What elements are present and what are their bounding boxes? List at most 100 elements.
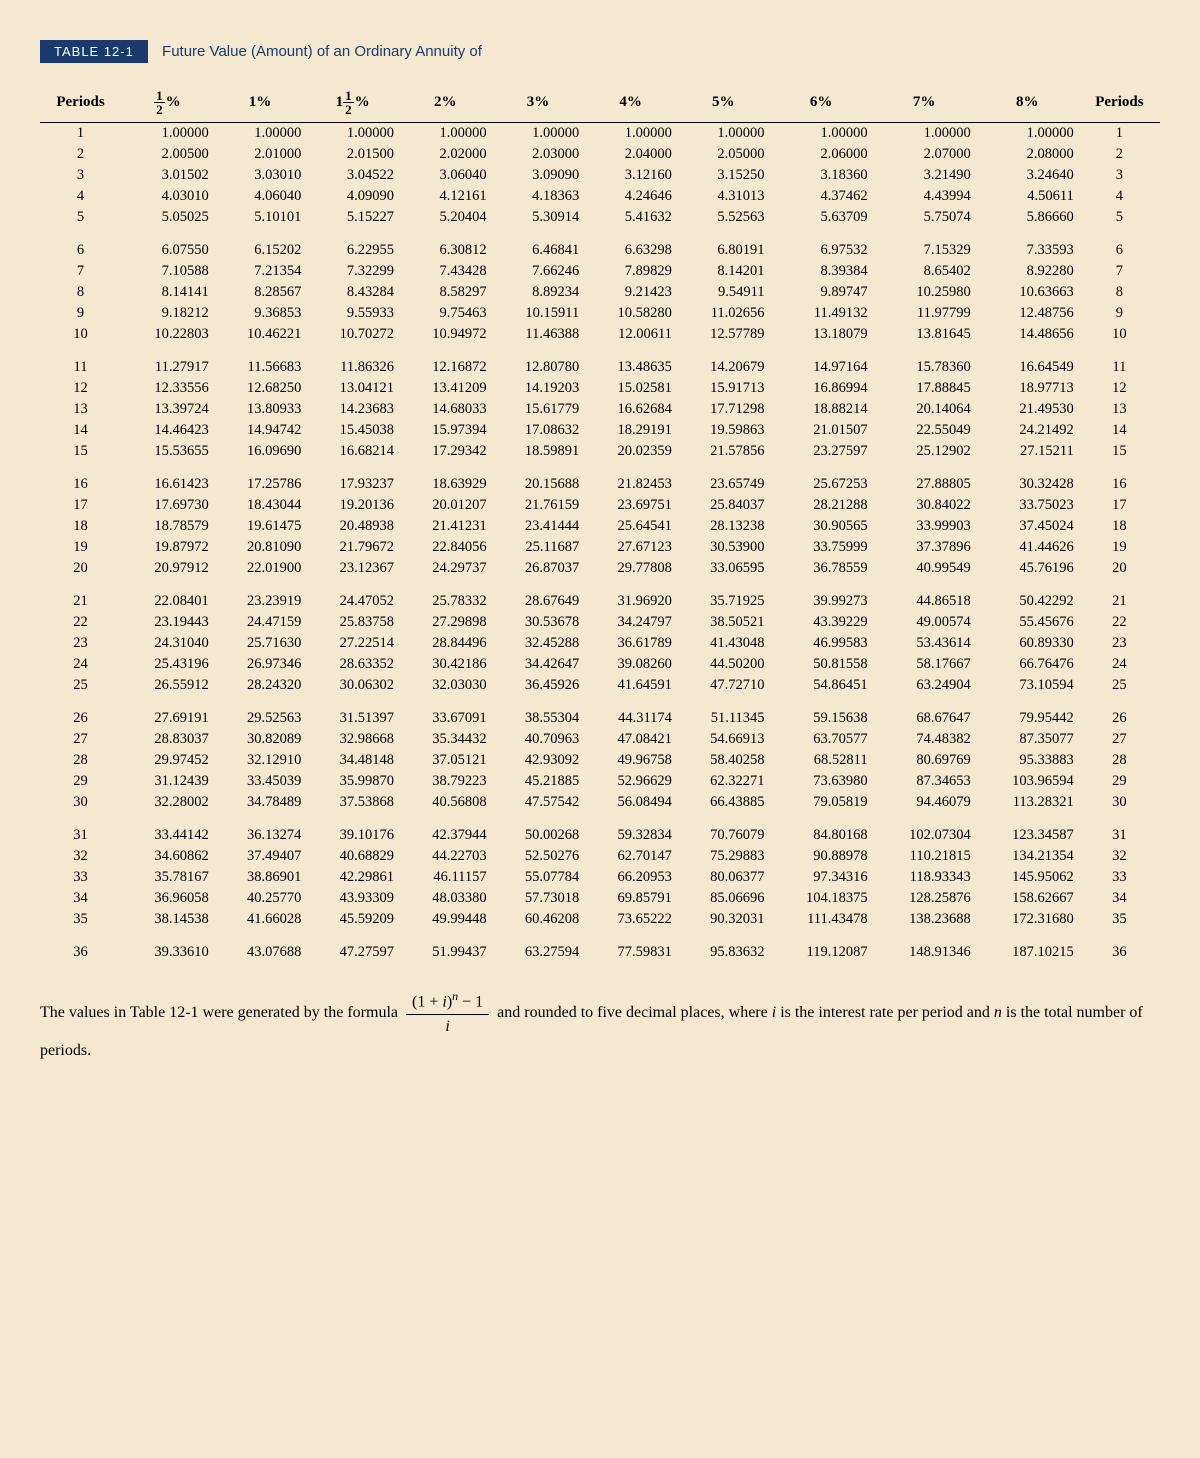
column-header: Periods: [40, 81, 121, 123]
table-cell: 8.65402: [873, 261, 976, 282]
table-cell: 66.43885: [677, 792, 770, 825]
column-header: 3%: [492, 81, 585, 123]
table-cell: 75.29883: [677, 846, 770, 867]
table-cell: 17: [40, 495, 121, 516]
table-cell: 35.99870: [306, 771, 399, 792]
table-cell: 28.13238: [677, 516, 770, 537]
table-cell: 16.68214: [306, 441, 399, 474]
table-cell: 87.35077: [976, 729, 1079, 750]
table-cell: 10.58280: [584, 303, 677, 324]
table-cell: 5.52563: [677, 207, 770, 240]
table-row: 2122.0840123.2391924.4705225.7833228.676…: [40, 591, 1160, 612]
table-row: 1010.2280310.4622110.7027210.9497211.463…: [40, 324, 1160, 357]
table-cell: 33.45039: [214, 771, 307, 792]
table-cell: 6.30812: [399, 240, 492, 261]
table-row: 2931.1243933.4503935.9987038.7922345.218…: [40, 771, 1160, 792]
table-cell: 2.05000: [677, 144, 770, 165]
table-cell: 14.94742: [214, 420, 307, 441]
table-cell: 23.19443: [121, 612, 214, 633]
table-cell: 95.33883: [976, 750, 1079, 771]
table-cell: 6: [40, 240, 121, 261]
table-cell: 20.97912: [121, 558, 214, 591]
table-cell: 9.21423: [584, 282, 677, 303]
table-cell: 24: [1079, 654, 1160, 675]
table-cell: 9: [40, 303, 121, 324]
table-cell: 68.52811: [770, 750, 873, 771]
table-cell: 36.61789: [584, 633, 677, 654]
table-cell: 148.91346: [873, 942, 976, 963]
table-cell: 33.75999: [770, 537, 873, 558]
column-header: 112%: [306, 81, 399, 123]
table-row: 2829.9745232.1291034.4814837.0512142.930…: [40, 750, 1160, 771]
table-cell: 31.96920: [584, 591, 677, 612]
table-cell: 1.00000: [306, 123, 399, 145]
table-cell: 63.70577: [770, 729, 873, 750]
table-cell: 18.29191: [584, 420, 677, 441]
table-cell: 6.63298: [584, 240, 677, 261]
table-cell: 145.95062: [976, 867, 1079, 888]
table-cell: 13.80933: [214, 399, 307, 420]
table-cell: 11.46388: [492, 324, 585, 357]
table-cell: 11: [40, 357, 121, 378]
table-cell: 79.95442: [976, 708, 1079, 729]
table-cell: 8.92280: [976, 261, 1079, 282]
table-row: 99.182129.368539.559339.7546310.1591110.…: [40, 303, 1160, 324]
table-cell: 4.06040: [214, 186, 307, 207]
table-cell: 21.41231: [399, 516, 492, 537]
table-cell: 10: [40, 324, 121, 357]
table-row: 77.105887.213547.322997.434287.662467.89…: [40, 261, 1160, 282]
table-cell: 43.07688: [214, 942, 307, 963]
table-cell: 55.45676: [976, 612, 1079, 633]
table-cell: 37.37896: [873, 537, 976, 558]
table-cell: 21.57856: [677, 441, 770, 474]
table-cell: 20: [1079, 558, 1160, 591]
table-cell: 5.30914: [492, 207, 585, 240]
table-cell: 34: [1079, 888, 1160, 909]
table-row: 1212.3355612.6825013.0412113.4120914.192…: [40, 378, 1160, 399]
table-cell: 24.47052: [306, 591, 399, 612]
table-cell: 20: [40, 558, 121, 591]
table-cell: 18.43044: [214, 495, 307, 516]
table-cell: 33.99903: [873, 516, 976, 537]
table-cell: 1.00000: [873, 123, 976, 145]
table-cell: 4.09090: [306, 186, 399, 207]
table-cell: 5.63709: [770, 207, 873, 240]
table-cell: 23.23919: [214, 591, 307, 612]
table-cell: 10.63663: [976, 282, 1079, 303]
table-cell: 16.09690: [214, 441, 307, 474]
table-cell: 16.61423: [121, 474, 214, 495]
table-cell: 36: [1079, 942, 1160, 963]
table-cell: 8.39384: [770, 261, 873, 282]
table-cell: 20.01207: [399, 495, 492, 516]
table-cell: 22.55049: [873, 420, 976, 441]
table-row: 2728.8303730.8208932.9866835.3443240.709…: [40, 729, 1160, 750]
table-cell: 10: [1079, 324, 1160, 357]
table-cell: 172.31680: [976, 909, 1079, 942]
table-cell: 16: [40, 474, 121, 495]
table-cell: 14.68033: [399, 399, 492, 420]
table-cell: 27.88805: [873, 474, 976, 495]
table-cell: 27: [1079, 729, 1160, 750]
table-cell: 14.97164: [770, 357, 873, 378]
table-cell: 26: [40, 708, 121, 729]
table-cell: 68.67647: [873, 708, 976, 729]
table-cell: 77.59831: [584, 942, 677, 963]
table-cell: 31.51397: [306, 708, 399, 729]
table-cell: 7.89829: [584, 261, 677, 282]
table-cell: 52.96629: [584, 771, 677, 792]
table-cell: 38.14538: [121, 909, 214, 942]
column-header: 1%: [214, 81, 307, 123]
table-cell: 44.86518: [873, 591, 976, 612]
table-cell: 53.43614: [873, 633, 976, 654]
table-cell: 1.00000: [214, 123, 307, 145]
table-cell: 39.08260: [584, 654, 677, 675]
table-cell: 31: [1079, 825, 1160, 846]
annuity-table: Periods12%1%112%2%3%4%5%6%7%8%Periods 11…: [40, 81, 1160, 963]
table-cell: 7.10588: [121, 261, 214, 282]
table-cell: 111.43478: [770, 909, 873, 942]
table-cell: 34.48148: [306, 750, 399, 771]
table-cell: 3.09090: [492, 165, 585, 186]
table-cell: 2.04000: [584, 144, 677, 165]
table-row: 22.005002.010002.015002.020002.030002.04…: [40, 144, 1160, 165]
table-cell: 80.06377: [677, 867, 770, 888]
